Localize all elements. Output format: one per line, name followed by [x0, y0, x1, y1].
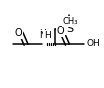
Text: H: H [39, 29, 46, 38]
Text: CH₃: CH₃ [63, 17, 78, 26]
Text: H: H [44, 31, 51, 40]
Text: H: H [39, 29, 46, 38]
Text: O: O [56, 26, 64, 36]
Text: O: O [14, 28, 22, 38]
Text: N: N [40, 31, 46, 40]
Text: OH: OH [86, 40, 100, 48]
Text: S: S [66, 24, 73, 34]
